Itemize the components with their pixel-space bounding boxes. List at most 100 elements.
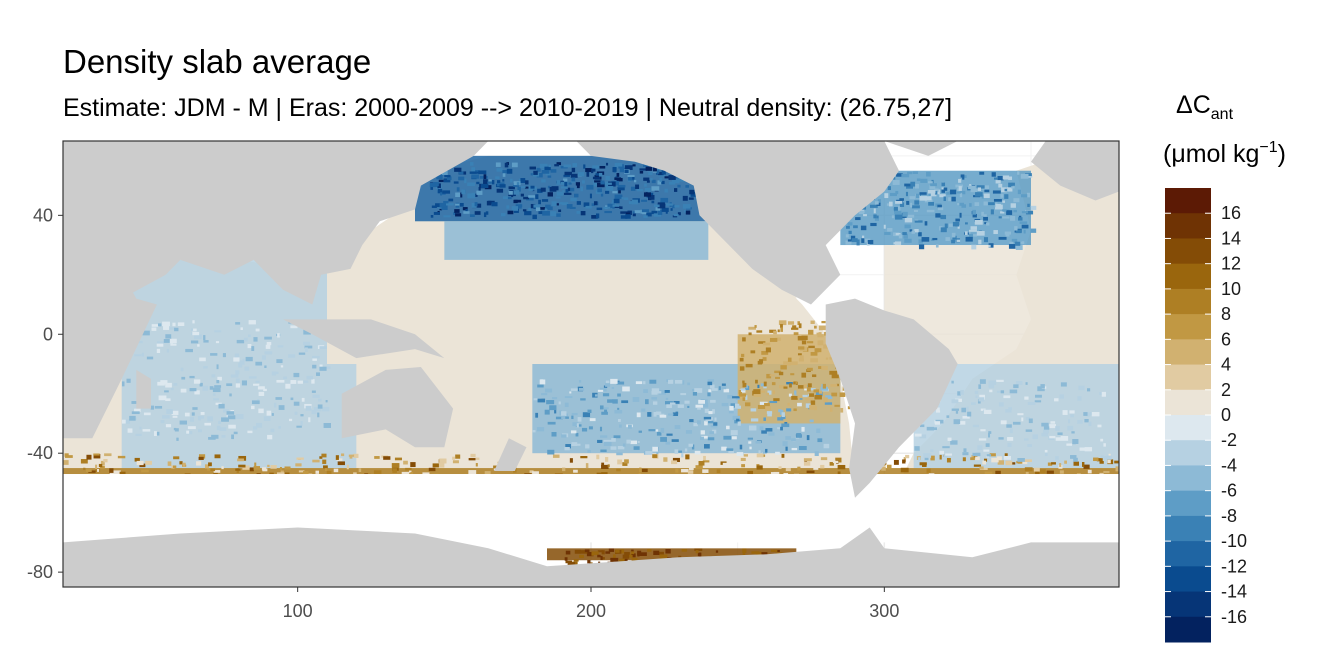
- data-cell: [622, 554, 630, 559]
- data-cell: [1086, 388, 1091, 392]
- data-cell: [1042, 429, 1049, 434]
- data-cell: [956, 239, 961, 242]
- data-cell: [236, 339, 245, 344]
- data-cell: [317, 404, 323, 409]
- data-cell: [822, 383, 827, 389]
- data-cell: [924, 221, 928, 226]
- data-cell: [276, 359, 283, 364]
- data-cell: [617, 393, 621, 397]
- data-cell: [435, 203, 443, 208]
- data-cell: [766, 392, 770, 396]
- data-cell: [739, 366, 745, 371]
- data-cell: [141, 352, 144, 357]
- data-cell: [321, 453, 327, 458]
- data-cell: [444, 174, 451, 178]
- data-cell: [960, 174, 965, 178]
- data-cell: [151, 324, 159, 327]
- data-cell: [748, 326, 756, 330]
- data-cell: [261, 355, 266, 360]
- data-cell: [601, 464, 609, 469]
- data-cell: [623, 197, 629, 200]
- data-cell: [486, 200, 492, 206]
- data-cell: [881, 466, 886, 471]
- data-cell: [830, 384, 838, 387]
- data-cell: [655, 411, 662, 415]
- data-cell: [939, 194, 946, 198]
- data-cell: [657, 202, 665, 206]
- data-cell: [778, 320, 787, 326]
- data-cell: [173, 456, 180, 460]
- data-cell: [433, 211, 440, 215]
- data-cell: [981, 185, 990, 190]
- data-cell: [554, 409, 557, 414]
- data-cell: [306, 375, 313, 380]
- data-cell: [1000, 211, 1005, 214]
- data-cell: [98, 463, 103, 468]
- data-cell: [748, 332, 752, 336]
- data-cell: [803, 461, 811, 466]
- data-cell: [658, 171, 664, 176]
- data-cell: [280, 365, 284, 368]
- data-cell: [1020, 173, 1029, 179]
- data-cell: [271, 371, 277, 376]
- data-cell: [1002, 209, 1007, 212]
- data-cell: [221, 417, 229, 422]
- data-cell: [698, 460, 705, 466]
- data-cell: [818, 325, 827, 331]
- data-cell: [955, 218, 960, 222]
- data-cell: [1087, 469, 1092, 474]
- data-cell: [443, 178, 451, 183]
- data-cell: [506, 205, 510, 209]
- data-cell: [699, 436, 704, 441]
- data-cell: [1115, 466, 1119, 472]
- data-cell: [156, 343, 164, 347]
- data-cell: [618, 184, 626, 188]
- data-cell: [216, 379, 220, 384]
- data-cell: [485, 211, 489, 215]
- data-cell: [323, 422, 331, 428]
- data-cell: [661, 169, 666, 175]
- data-cell: [1050, 421, 1056, 424]
- data-cell: [1078, 385, 1085, 391]
- data-cell: [1011, 186, 1015, 189]
- data-cell: [284, 466, 291, 470]
- data-cell: [1010, 215, 1016, 221]
- data-cell: [97, 468, 100, 472]
- data-cell: [591, 168, 594, 174]
- data-cell: [588, 426, 593, 430]
- data-cell: [569, 206, 576, 209]
- data-cell: [937, 207, 944, 211]
- data-cell: [848, 230, 852, 234]
- data-cell: [781, 423, 790, 428]
- data-cell: [816, 332, 821, 336]
- data-cell: [744, 395, 748, 400]
- data-cell: [646, 212, 652, 217]
- data-cell: [441, 170, 448, 175]
- data-cell: [928, 193, 931, 197]
- data-cell: [769, 337, 778, 342]
- data-cell: [734, 419, 741, 424]
- data-cell: [174, 327, 179, 332]
- data-cell: [919, 434, 927, 439]
- data-cell: [166, 409, 173, 414]
- data-cell: [567, 562, 575, 566]
- data-cell: [786, 408, 792, 412]
- data-cell: [263, 388, 267, 392]
- data-cell: [689, 189, 695, 195]
- data-cell: [277, 345, 284, 348]
- data-cell: [610, 378, 618, 384]
- data-cell: [777, 417, 784, 421]
- data-cell: [252, 426, 258, 430]
- data-cell: [893, 459, 899, 465]
- data-cell: [288, 418, 293, 422]
- data-cell: [627, 424, 632, 429]
- data-cell: [911, 230, 915, 234]
- data-cell: [604, 211, 612, 214]
- data-cell: [1100, 438, 1104, 442]
- data-cell: [1027, 401, 1036, 405]
- data-cell: [238, 464, 246, 468]
- data-cell: [204, 464, 210, 469]
- data-cell: [312, 355, 320, 359]
- data-cell: [704, 444, 710, 449]
- data-cell: [478, 170, 487, 175]
